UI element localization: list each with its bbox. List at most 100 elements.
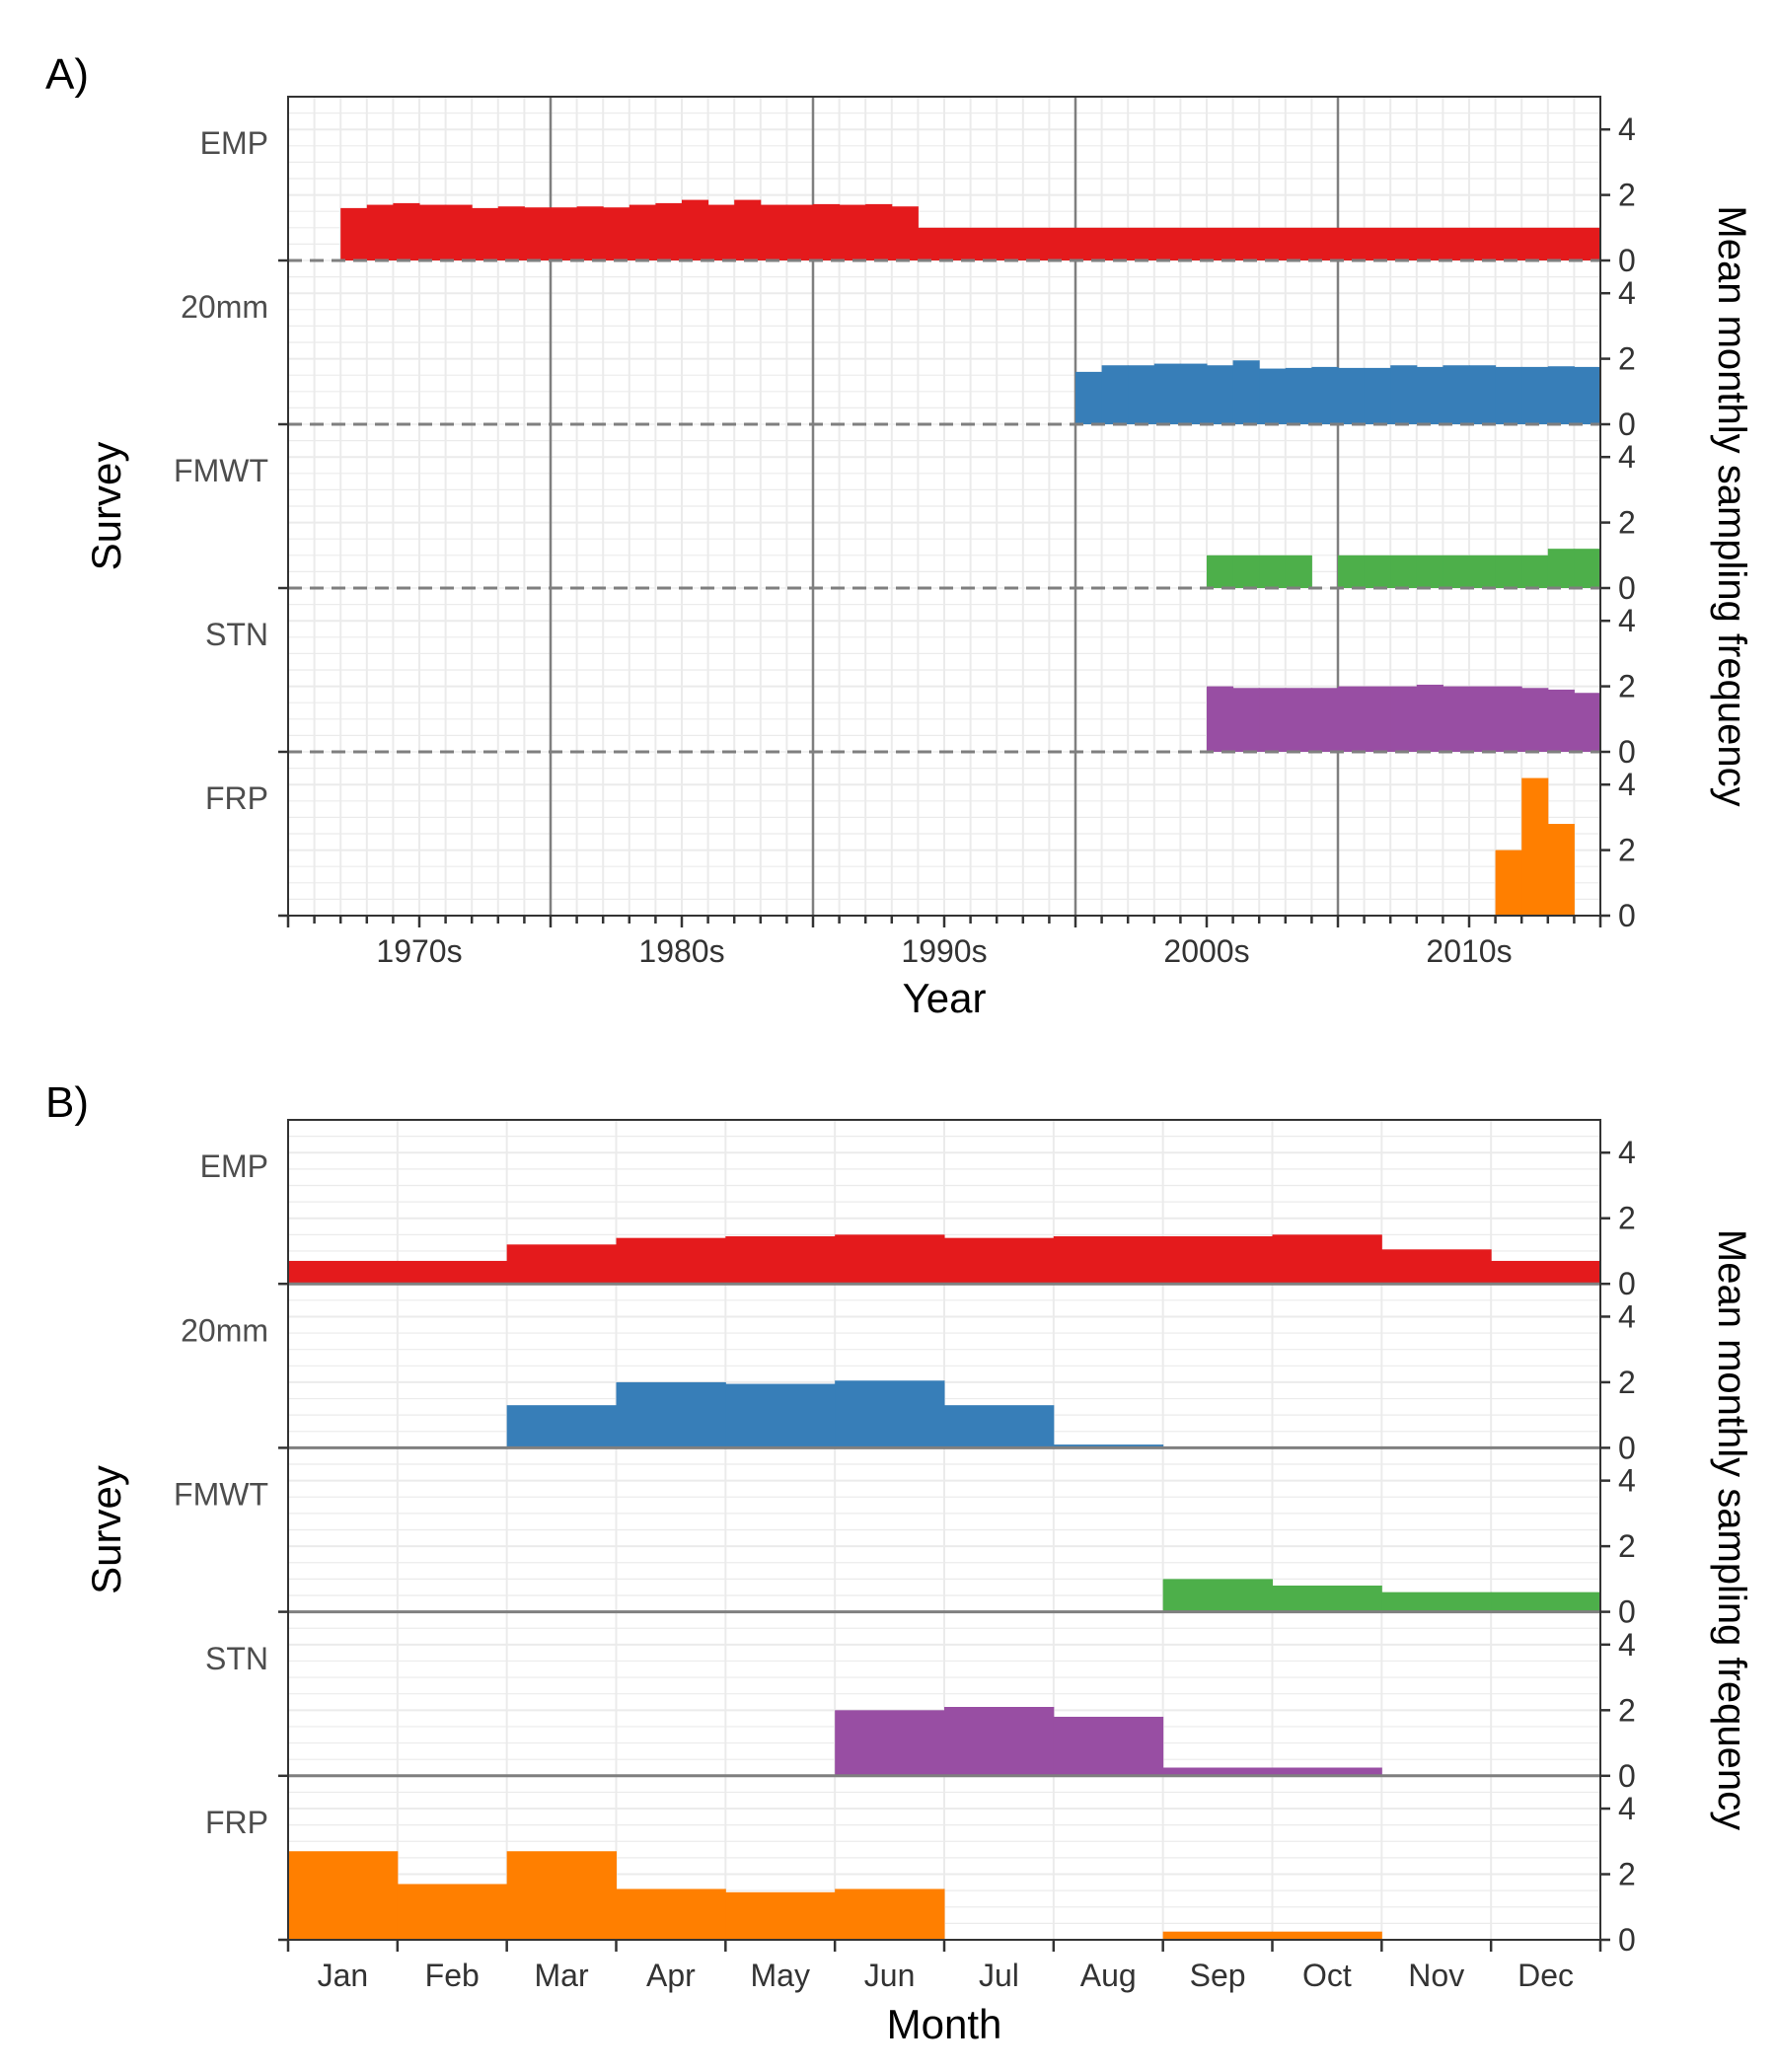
bar-20mm [1495,366,1522,424]
survey-label: EMP [200,1148,268,1184]
secondary-tick-label: 4 [1618,1135,1636,1170]
bar-emp [445,204,473,260]
x-tick-label: Jun [864,1958,916,1993]
bar-stn [1416,684,1443,752]
bar-frp [506,1851,617,1940]
bar-emp [551,207,578,260]
bar-20mm [1574,366,1601,424]
secondary-tick-label: 0 [1618,407,1636,442]
bar-emp [1574,227,1601,260]
survey-label: FRP [205,780,268,816]
panel-label: B) [45,1078,89,1127]
bar-fmwt [1285,555,1312,588]
bar-emp [1416,227,1443,260]
bar-emp [397,1260,508,1285]
bar-stn [1259,688,1287,752]
bar-emp [393,202,420,260]
secondary-tick-label: 4 [1618,439,1636,475]
bar-emp [1162,1236,1273,1285]
x-tick-label: Nov [1408,1958,1464,1993]
x-tick-label: Sep [1190,1958,1246,1993]
bar-stn [1443,686,1470,752]
x-tick-label: 1990s [901,933,987,969]
bar-emp [835,1234,945,1285]
bar-emp [340,207,368,260]
bar-stn [1162,1767,1273,1776]
bar-20mm [1207,365,1234,424]
bar-emp [839,204,866,260]
survey-label: STN [205,1641,268,1676]
bar-fmwt [1469,555,1497,588]
bar-20mm [506,1405,617,1448]
bar-emp [1180,227,1208,260]
secondary-tick-label: 4 [1618,275,1636,311]
bar-stn [1338,686,1366,752]
secondary-tick-label: 4 [1618,1463,1636,1499]
bar-fmwt [1338,555,1366,588]
bar-20mm [1390,365,1418,424]
x-tick-label: 1970s [376,933,462,969]
x-tick-label: 2000s [1163,933,1249,969]
bar-stn [1053,1716,1164,1776]
bar-20mm [1101,365,1129,424]
secondary-tick-label: 2 [1618,341,1636,377]
bar-fmwt [1491,1591,1601,1612]
bar-fmwt [1390,555,1418,588]
bar-frp [1547,824,1575,916]
survey-label: 20mm [181,1312,268,1348]
secondary-tick-label: 4 [1618,111,1636,147]
bar-emp [734,199,762,260]
secondary-tick-label: 4 [1618,603,1636,638]
bar-emp [524,207,552,260]
bar-emp [616,1237,726,1285]
bar-emp [725,1236,836,1285]
bar-stn [1272,1767,1382,1776]
secondary-tick-label: 4 [1618,1791,1636,1826]
bar-emp [1153,227,1181,260]
bar-stn [1469,686,1497,752]
bar-frp [1272,1931,1382,1940]
bar-fmwt [1207,555,1234,588]
bar-stn [1547,689,1575,752]
bar-frp [725,1891,836,1940]
bar-emp [707,204,735,260]
bar-20mm [1153,363,1181,424]
bar-emp [1381,1249,1492,1285]
bar-fmwt [1416,555,1443,588]
bars [288,1234,1601,1940]
bar-emp [891,206,919,260]
bar-emp [419,204,447,260]
y-axis-title: Survey [83,442,129,571]
bar-emp [1049,227,1076,260]
bar-stn [835,1710,945,1776]
secondary-tick-label: 2 [1618,505,1636,541]
bar-emp [1053,1236,1164,1285]
bar-emp [1272,1234,1382,1285]
bar-emp [1285,227,1312,260]
bar-20mm [944,1405,1055,1448]
x-tick-label: Jul [979,1958,1019,1993]
secondary-tick-label: 0 [1618,1922,1636,1958]
bar-fmwt [1574,549,1601,588]
bar-frp [1521,777,1549,916]
bar-emp [366,204,394,260]
bar-emp [1390,227,1418,260]
secondary-axis-title: Mean monthly sampling frequency [1710,1229,1753,1830]
x-tick-label: 2010s [1426,933,1512,969]
bar-20mm [616,1381,726,1448]
bar-emp [970,227,998,260]
secondary-tick-label: 0 [1618,1430,1636,1465]
x-tick-label: Mar [535,1958,589,1993]
bar-emp [288,1260,399,1285]
bar-frp [835,1888,945,1940]
bar-frp [397,1884,508,1940]
bar-emp [1338,227,1366,260]
bar-stn [1311,688,1339,752]
secondary-tick-label: 2 [1618,1857,1636,1892]
secondary-tick-label: 4 [1618,767,1636,802]
secondary-tick-label: 0 [1618,1266,1636,1301]
secondary-tick-label: 0 [1618,243,1636,278]
bar-20mm [835,1380,945,1448]
y-axis-title: Survey [83,1465,129,1594]
